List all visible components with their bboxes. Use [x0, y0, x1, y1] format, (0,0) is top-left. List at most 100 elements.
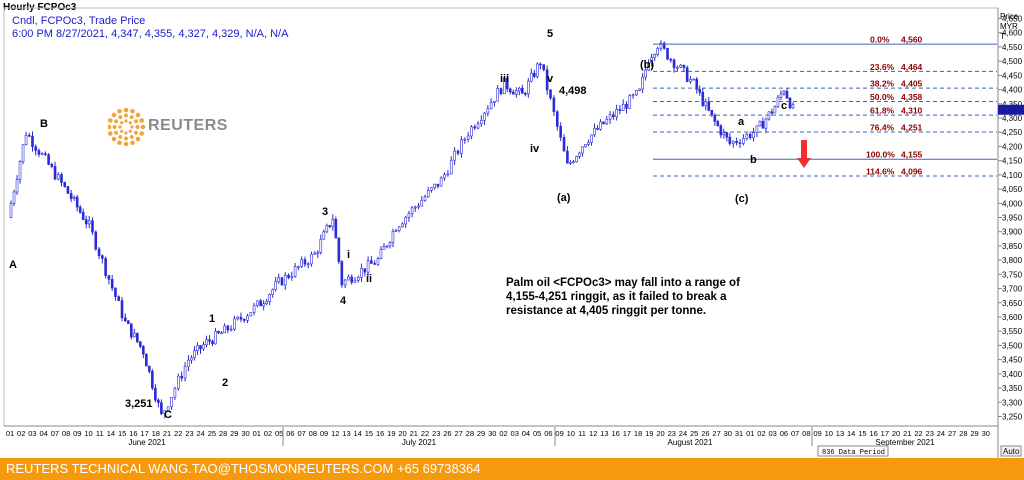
- candle-body: [539, 63, 542, 66]
- candle-body: [698, 89, 702, 93]
- candle-body: [542, 64, 546, 70]
- logo-dot: [130, 125, 134, 129]
- fib-percent-label: 0.0%: [870, 35, 890, 45]
- time-tick-label: 10: [825, 429, 833, 438]
- price-tick-label: 3,650: [1002, 299, 1023, 308]
- fib-value-label: 4,310: [901, 106, 923, 116]
- time-tick-label: 22: [914, 429, 922, 438]
- price-tick-label: 4,600: [1002, 29, 1023, 38]
- candle-body: [764, 118, 768, 129]
- candle-body: [107, 275, 111, 280]
- candle-body: [473, 126, 477, 129]
- candle-body: [154, 387, 157, 401]
- wave-label: B: [40, 118, 48, 130]
- logo-dot: [124, 119, 128, 123]
- wave-label: 3: [322, 206, 328, 218]
- candle-body: [599, 121, 602, 130]
- fib-value-label: 4,560: [901, 35, 923, 45]
- time-tick-label: 29: [230, 429, 238, 438]
- candle-body: [439, 177, 443, 187]
- candle-body: [319, 238, 323, 253]
- logo-dot: [135, 112, 141, 118]
- fib-value-label: 4,464: [901, 62, 923, 72]
- down-arrow-icon: [797, 140, 811, 168]
- candle-body: [31, 135, 34, 147]
- logo-dot: [117, 140, 122, 146]
- candle-body: [486, 108, 490, 114]
- candle-body: [641, 76, 644, 90]
- logo-dot: [123, 107, 129, 113]
- candle-body: [256, 300, 259, 306]
- candle-body: [672, 59, 676, 69]
- candle-body: [725, 132, 729, 138]
- time-tick-label: 15: [365, 429, 373, 438]
- price-tick-label: 3,300: [1002, 398, 1023, 407]
- candle-body: [173, 388, 177, 398]
- logo-dot: [129, 115, 134, 119]
- candle-body: [133, 332, 136, 338]
- candle-body: [271, 289, 274, 295]
- logo-dot: [111, 112, 117, 118]
- time-tick-label: 23: [185, 429, 193, 438]
- time-tick-label: 12: [331, 429, 339, 438]
- candle-body: [776, 97, 780, 108]
- candle-body: [752, 132, 755, 139]
- time-tick-label: 20: [892, 429, 900, 438]
- logo-dot: [135, 125, 140, 129]
- candle-body: [521, 87, 524, 94]
- candle-body: [199, 345, 202, 350]
- fib-value-label: 4,358: [901, 92, 923, 102]
- candle-body: [313, 252, 317, 255]
- candle-body: [621, 104, 625, 111]
- time-tick-label: 21: [410, 429, 418, 438]
- time-tick-label: 06: [544, 429, 552, 438]
- fib-percent-label: 23.6%: [870, 62, 895, 72]
- candle-body: [236, 316, 239, 320]
- candle-body: [360, 268, 363, 278]
- candle-body: [265, 301, 268, 304]
- candle-body: [350, 276, 353, 283]
- candle-body: [233, 318, 236, 330]
- candle-body: [587, 142, 590, 145]
- wave-label: a: [738, 116, 745, 128]
- current-price-marker: [998, 104, 1024, 115]
- candle-body: [463, 138, 467, 141]
- candle-body: [205, 339, 208, 346]
- wave-label: (a): [557, 192, 571, 204]
- candle-body: [34, 146, 38, 151]
- candle-body: [572, 161, 575, 164]
- candle-body: [635, 90, 638, 96]
- candle-body: [530, 72, 533, 82]
- time-tick-label: 22: [174, 429, 182, 438]
- time-tick-label: 13: [836, 429, 844, 438]
- candle-body: [713, 114, 717, 122]
- candle-body: [160, 402, 163, 415]
- candle-body: [423, 196, 427, 201]
- candle-body: [136, 332, 139, 342]
- candle-body: [615, 109, 618, 118]
- time-tick-label: 10: [84, 429, 92, 438]
- candle-body: [363, 268, 367, 273]
- candle-body: [742, 137, 745, 144]
- logo-dot: [129, 135, 134, 139]
- price-tick-label: 4,150: [1002, 157, 1023, 166]
- candle-body: [229, 328, 233, 331]
- price-axis-title: Price: [1000, 12, 1019, 21]
- candle-body: [545, 69, 549, 91]
- candle-body: [114, 287, 117, 297]
- candle-body: [590, 134, 593, 143]
- time-tick-label: 26: [443, 429, 451, 438]
- price-axis-unit: MYR: [1000, 22, 1018, 31]
- price-tick-label: 4,550: [1002, 43, 1023, 52]
- commentary-line-3: resistance at 4,405 ringgit per tonne.: [506, 305, 707, 317]
- logo-dot: [107, 131, 113, 136]
- price-chart[interactable]: 0.0% 4,560 23.6% 4,464 38.2% 4,405 50.0% 4,358 6…: [0, 0, 1024, 458]
- candle-body: [453, 150, 456, 161]
- logo-dot: [112, 125, 117, 129]
- candle-body: [397, 226, 401, 231]
- time-tick-label: 21: [903, 429, 911, 438]
- time-tick-label: 11: [96, 429, 104, 438]
- candle-body: [695, 78, 699, 90]
- time-tick-label: 08: [309, 429, 317, 438]
- candle-body: [791, 104, 795, 109]
